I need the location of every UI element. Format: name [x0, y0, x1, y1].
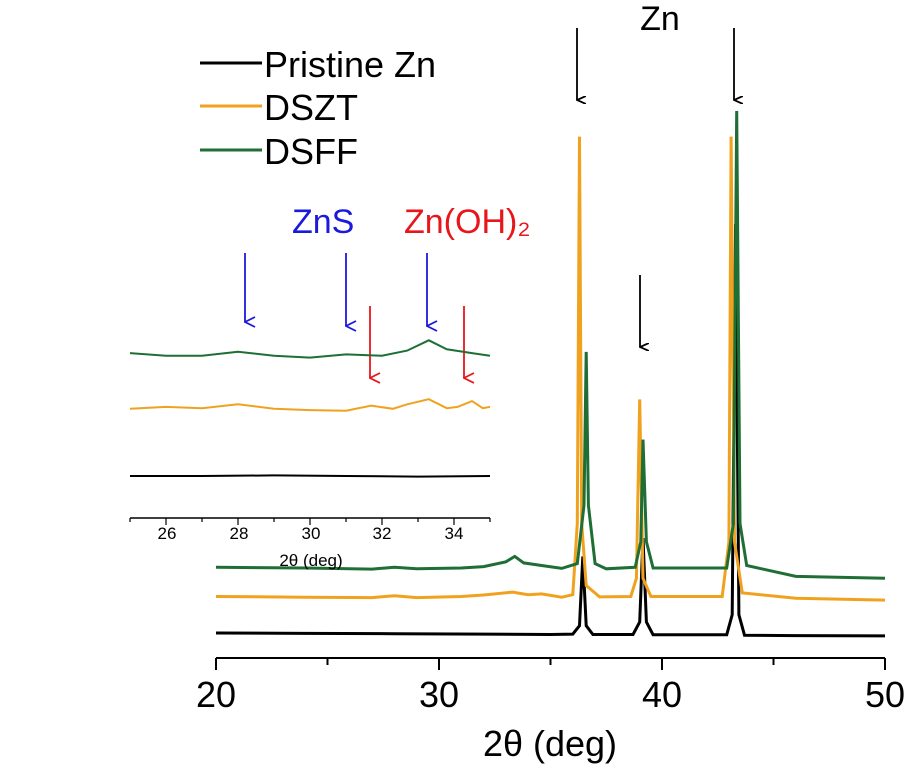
- inset-x-axis-label: 2θ (deg): [279, 551, 342, 570]
- legend: Pristine Zn DSZT DSFF: [200, 44, 436, 172]
- inset-series-line-dsff: [129, 339, 491, 359]
- main-x-axis-label: 2θ (deg): [483, 723, 617, 764]
- inset-series-line-dszt: [129, 398, 491, 412]
- inset-x-tick-label-4: 34: [445, 524, 464, 543]
- inset-series-line-pristine-zn: [130, 474, 491, 478]
- inset-x-ticks: [129, 518, 491, 525]
- inset-x-tick-label-3: 32: [373, 524, 392, 543]
- main-x-ticks: [215, 658, 886, 670]
- znoh2-annotation-label: Zn(OH)₂: [404, 203, 531, 241]
- legend-label-dszt: DSZT: [264, 87, 358, 128]
- main-x-tick-label-0: 20: [196, 674, 236, 715]
- series-line-pristine-zn: [215, 224, 886, 638]
- legend-label-pristine-zn: Pristine Zn: [264, 44, 436, 85]
- inset-chart: ZnS Zn(OH)₂ 26 28 30 32 34 2θ (deg): [129, 203, 531, 570]
- main-x-tick-label-2: 40: [642, 674, 682, 715]
- zn-annotation-label: Zn: [640, 0, 680, 38]
- inset-x-tick-label-1: 28: [230, 524, 249, 543]
- inset-x-tick-label-2: 30: [302, 524, 321, 543]
- inset-x-tick-label-0: 26: [158, 524, 177, 543]
- zns-annotation-label: ZnS: [292, 203, 354, 241]
- series-line-dsff: [215, 110, 886, 580]
- main-x-tick-label-1: 30: [419, 674, 459, 715]
- legend-label-dsff: DSFF: [264, 131, 358, 172]
- main-x-tick-label-3: 50: [865, 674, 905, 715]
